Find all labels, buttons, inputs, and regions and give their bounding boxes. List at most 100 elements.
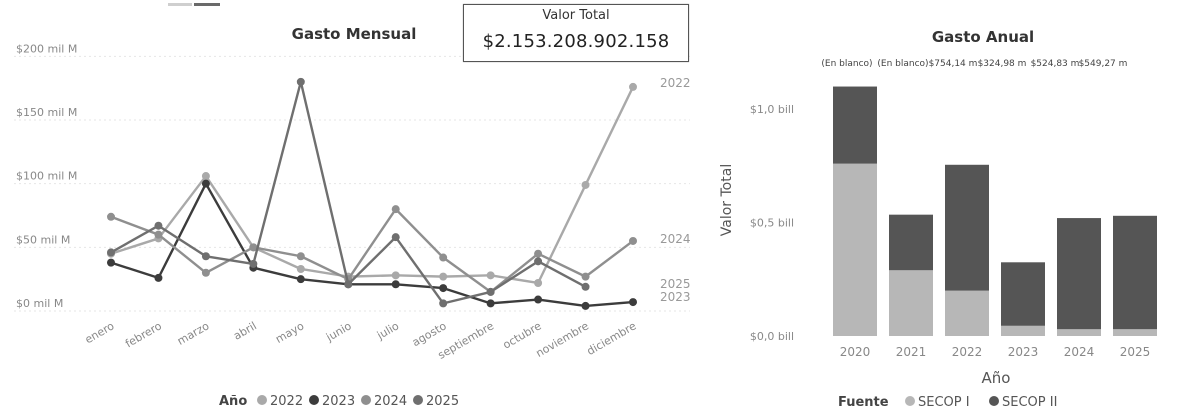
data-point-2025 <box>344 280 353 289</box>
data-point-2022 <box>296 264 305 273</box>
y-tick-label: $50 mil M <box>16 233 70 246</box>
annual-chart-title: Gasto Anual <box>932 28 1034 46</box>
data-point-2025 <box>249 259 258 268</box>
bar-segment-2020-SECOP-I <box>833 163 877 336</box>
bar-top-label: $754,14 m <box>929 59 978 69</box>
series-line-2022 <box>110 86 635 285</box>
x-tick-label: agosto <box>410 319 449 349</box>
data-point-2025 <box>534 257 543 266</box>
y-tick-label: $0 mil M <box>16 297 63 310</box>
data-point-2023 <box>581 301 590 310</box>
x-tick-label: junio <box>323 319 354 344</box>
legend-marker-2025 <box>413 395 423 405</box>
y-tick-label: $100 mil M <box>16 170 77 183</box>
data-point-2025 <box>154 221 163 230</box>
data-point-2022 <box>534 278 543 287</box>
data-point-2024 <box>249 243 258 252</box>
data-point-2023 <box>439 284 448 293</box>
data-point-2022 <box>629 82 637 91</box>
series-line-2023 <box>110 182 634 308</box>
bar-segment-2022-SECOP-I <box>945 290 989 336</box>
legend-marker-2023 <box>309 395 319 405</box>
series-end-label: 2022 <box>660 76 691 90</box>
legend-label: 2024 <box>374 394 407 409</box>
legend-marker-SECOP-II <box>989 396 999 406</box>
x-tick-label: mayo <box>273 319 306 346</box>
data-point-2022 <box>439 272 448 281</box>
data-point-2022 <box>201 172 210 181</box>
data-point-2023 <box>107 258 115 267</box>
data-point-2024 <box>201 268 210 277</box>
series-end-label: 2023 <box>660 290 691 304</box>
x-tick-label: 2025 <box>1120 345 1151 359</box>
data-point-2022 <box>581 180 590 189</box>
kpi-value: $2.153.208.902.158 <box>482 31 670 52</box>
data-point-2025 <box>486 287 495 296</box>
data-point-2024 <box>107 212 115 221</box>
data-point-2023 <box>154 273 163 282</box>
data-point-2025 <box>107 248 115 257</box>
annual-chart-xlabel: Año <box>982 369 1011 387</box>
x-tick-label: marzo <box>175 319 212 348</box>
data-point-2024 <box>439 253 448 262</box>
x-tick-label: abril <box>231 319 259 342</box>
series-end-label: 2024 <box>660 232 691 246</box>
series-line-2024 <box>110 207 634 294</box>
data-point-2023 <box>486 299 495 308</box>
y-tick-label: $1,0 bill <box>750 103 794 116</box>
kpi-label: Valor Total <box>542 8 610 23</box>
x-tick-label: 2023 <box>1008 345 1039 359</box>
bar-segment-2021-SECOP-II <box>889 214 933 271</box>
data-point-2025 <box>296 77 305 86</box>
data-point-2023 <box>391 280 400 289</box>
monthly-spend-line-chart: Gasto Mensual $0 mil M $50 mil M $100 mil … <box>14 25 691 409</box>
x-tick-label: 2020 <box>840 345 871 359</box>
data-point-2025 <box>581 282 590 291</box>
x-tick-label: 2022 <box>952 345 983 359</box>
legend-title: Año <box>219 394 247 409</box>
x-tick-label: diciembre <box>585 319 639 358</box>
data-point-2023 <box>629 298 637 307</box>
annual-chart-ylabel: Valor Total <box>719 164 735 236</box>
x-tick-label: noviembre <box>534 319 592 360</box>
data-point-2025 <box>201 252 210 261</box>
legend-label: 2025 <box>426 394 459 409</box>
bar-segment-2023-SECOP-II <box>1001 262 1045 326</box>
bar-top-label: $524,83 m <box>1031 59 1080 69</box>
bar-segment-2025-SECOP-I <box>1113 329 1157 336</box>
bar-segment-2024-SECOP-II <box>1057 218 1101 330</box>
legend-marker-2022 <box>257 395 267 405</box>
data-point-2025 <box>439 299 448 308</box>
monthly-chart-title: Gasto Mensual <box>292 25 417 43</box>
bar-top-label: (En blanco) <box>877 59 928 69</box>
bar-segment-2024-SECOP-I <box>1057 329 1101 336</box>
bar-segment-2020-SECOP-II <box>833 86 877 164</box>
y-tick-label: $0,5 bill <box>750 217 794 230</box>
data-point-2024 <box>154 230 163 239</box>
kpi-total-value-card: Valor Total $2.153.208.902.158 <box>463 4 689 62</box>
data-point-2024 <box>581 272 590 281</box>
x-tick-label: 2021 <box>896 345 927 359</box>
y-tick-label: $150 mil M <box>16 106 77 119</box>
x-tick-label: febrero <box>123 319 164 350</box>
bar-top-label: (En blanco) <box>821 59 872 69</box>
x-tick-label: 2024 <box>1064 345 1095 359</box>
legend-label: 2022 <box>270 394 303 409</box>
data-point-2022 <box>391 271 400 280</box>
data-point-2024 <box>534 249 543 258</box>
legend-label: 2023 <box>322 394 355 409</box>
legend-label: SECOP I <box>918 395 970 410</box>
y-tick-label: $200 mil M <box>16 42 77 55</box>
bar-segment-2022-SECOP-II <box>945 164 989 291</box>
bar-segment-2025-SECOP-II <box>1113 215 1157 330</box>
data-point-2025 <box>391 233 400 242</box>
legend-label: SECOP II <box>1002 395 1057 410</box>
page-tabs-indicator <box>168 3 220 7</box>
y-tick-label: $0,0 bill <box>750 330 794 343</box>
x-tick-label: enero <box>83 319 117 346</box>
series-end-label: 2025 <box>660 277 691 291</box>
data-point-2023 <box>201 179 210 188</box>
data-point-2022 <box>486 271 495 280</box>
bar-top-label: $324,98 m <box>978 59 1027 69</box>
